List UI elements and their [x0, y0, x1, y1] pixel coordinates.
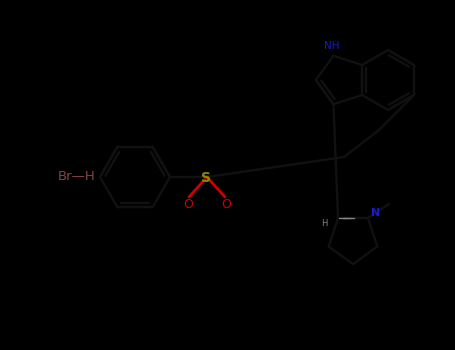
- Text: N: N: [371, 208, 381, 218]
- Text: NH: NH: [324, 41, 339, 51]
- Text: H: H: [322, 218, 328, 228]
- Text: O: O: [221, 198, 231, 211]
- Text: S: S: [201, 171, 211, 185]
- Text: O: O: [183, 198, 193, 211]
- Text: Br—H: Br—H: [58, 170, 96, 183]
